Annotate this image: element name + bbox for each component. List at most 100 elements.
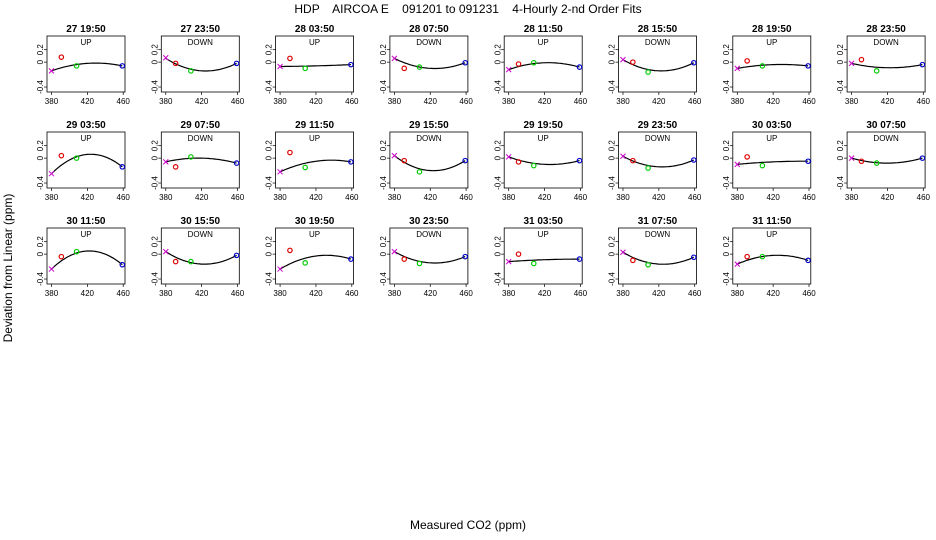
x-tick-label: 420 xyxy=(652,97,666,106)
y-tick-label: 0.2 xyxy=(493,236,502,248)
data-point xyxy=(287,247,293,254)
y-tick-label: 0 xyxy=(379,155,388,160)
x-tick-label: 380 xyxy=(502,193,516,202)
data-point xyxy=(630,157,636,164)
x-tick-label: 460 xyxy=(917,97,931,106)
panel-direction: DOWN xyxy=(188,134,214,143)
panel-title: 30 23:50 xyxy=(409,216,449,227)
data-point xyxy=(401,157,408,164)
data-point xyxy=(401,65,408,72)
data-point xyxy=(645,261,651,268)
panel-frame xyxy=(732,227,812,285)
y-tick-label: 0 xyxy=(379,59,388,64)
x-tick-label: 420 xyxy=(881,193,895,202)
panel: 29 19:50 UP -0.4 0 0.2 380 420 460 xyxy=(493,120,587,202)
x-tick-label: 460 xyxy=(117,97,131,106)
panel-direction: UP xyxy=(309,134,320,143)
y-tick-label: -0.4 xyxy=(493,272,502,286)
data-point-cross xyxy=(162,248,169,255)
y-tick-label: 0 xyxy=(379,251,388,256)
x-tick-label: 380 xyxy=(273,97,287,106)
x-tick-label: 380 xyxy=(388,97,402,106)
x-tick-label: 380 xyxy=(845,193,859,202)
data-point xyxy=(744,58,750,64)
data-point xyxy=(515,251,522,257)
x-tick-label: 380 xyxy=(45,193,59,202)
fit-curve xyxy=(165,251,237,265)
panel: 29 11:50 UP -0.4 0 0.2 380 420 460 xyxy=(265,120,359,202)
x-tick-label: 380 xyxy=(159,97,173,106)
y-tick-label: 0.2 xyxy=(493,140,502,152)
x-tick-label: 420 xyxy=(538,289,552,298)
fit-curve xyxy=(737,160,809,165)
x-tick-label: 420 xyxy=(538,193,552,202)
x-tick-label: 460 xyxy=(459,97,473,106)
data-point-cross xyxy=(848,60,855,67)
data-point xyxy=(233,160,240,166)
x-tick-label: 420 xyxy=(309,97,323,106)
panel-title: 28 19:50 xyxy=(752,24,792,35)
x-tick-label: 460 xyxy=(231,97,245,106)
y-tick-label: -0.4 xyxy=(608,80,617,94)
y-tick-label: -0.4 xyxy=(379,272,388,286)
panel-frame xyxy=(160,131,240,189)
y-tick-label: -0.4 xyxy=(265,272,274,286)
x-tick-label: 380 xyxy=(45,97,59,106)
y-tick-label: 0 xyxy=(36,59,45,64)
data-point xyxy=(188,68,194,74)
panel: 30 11:50 UP -0.4 0 0.2 380 420 460 xyxy=(36,216,130,298)
panel: 27 19:50 UP -0.4 0 0.2 380 420 460 xyxy=(36,24,130,106)
data-point-cross xyxy=(48,170,55,177)
data-point xyxy=(576,64,583,70)
data-point xyxy=(416,64,423,70)
fit-curve xyxy=(279,254,352,270)
fit-curve xyxy=(51,153,123,175)
x-tick-label: 380 xyxy=(731,289,745,298)
panel-direction: UP xyxy=(309,230,320,239)
panel-title: 31 11:50 xyxy=(752,216,791,227)
y-tick-label: 0.2 xyxy=(608,236,617,248)
data-point-cross xyxy=(277,266,283,272)
data-point-cross xyxy=(505,154,512,160)
y-tick-label: -0.4 xyxy=(36,272,45,286)
y-tick-label: -0.4 xyxy=(608,176,617,190)
data-point xyxy=(233,60,240,67)
panel-title: 28 15:50 xyxy=(638,24,678,35)
y-tick-label: 0.2 xyxy=(722,236,731,248)
y-tick-label: -0.4 xyxy=(722,272,731,286)
x-tick-label: 380 xyxy=(616,289,630,298)
fit-curve xyxy=(165,157,237,164)
x-tick-label: 460 xyxy=(459,193,473,202)
x-tick-label: 460 xyxy=(802,97,816,106)
y-tick-label: -0.4 xyxy=(36,176,45,190)
data-point xyxy=(515,159,522,165)
fit-curve xyxy=(508,62,580,71)
x-tick-label: 380 xyxy=(845,97,859,106)
data-point xyxy=(73,63,80,69)
panel: 31 11:50 UP -0.4 0 0.2 380 420 460 xyxy=(722,216,816,298)
y-tick-label: 0.2 xyxy=(379,236,388,248)
data-point-cross xyxy=(505,66,512,73)
y-tick-label: 0 xyxy=(150,155,159,160)
x-tick-label: 420 xyxy=(766,97,780,106)
panel-title: 29 03:50 xyxy=(66,120,106,131)
y-tick-label: 0 xyxy=(608,155,617,160)
panel-frame xyxy=(732,131,812,189)
panel-title: 29 23:50 xyxy=(638,120,678,131)
y-tick-label: -0.4 xyxy=(379,176,388,190)
fit-curve xyxy=(622,59,695,72)
data-point-cross xyxy=(848,155,855,161)
y-tick-label: 0 xyxy=(493,59,502,64)
fit-curve xyxy=(279,159,351,173)
panel-frame xyxy=(503,227,583,285)
panel-frame xyxy=(732,35,812,93)
y-tick-label: 0.2 xyxy=(836,44,845,56)
data-point-cross xyxy=(734,65,741,72)
panel-frame xyxy=(46,131,126,189)
panel-direction: UP xyxy=(766,230,777,239)
data-point-cross xyxy=(391,248,398,255)
panel: 30 15:50 DOWN -0.4 0 0.2 380 420 460 xyxy=(150,216,244,298)
y-tick-label: 0.2 xyxy=(36,140,45,152)
data-point xyxy=(462,157,469,164)
